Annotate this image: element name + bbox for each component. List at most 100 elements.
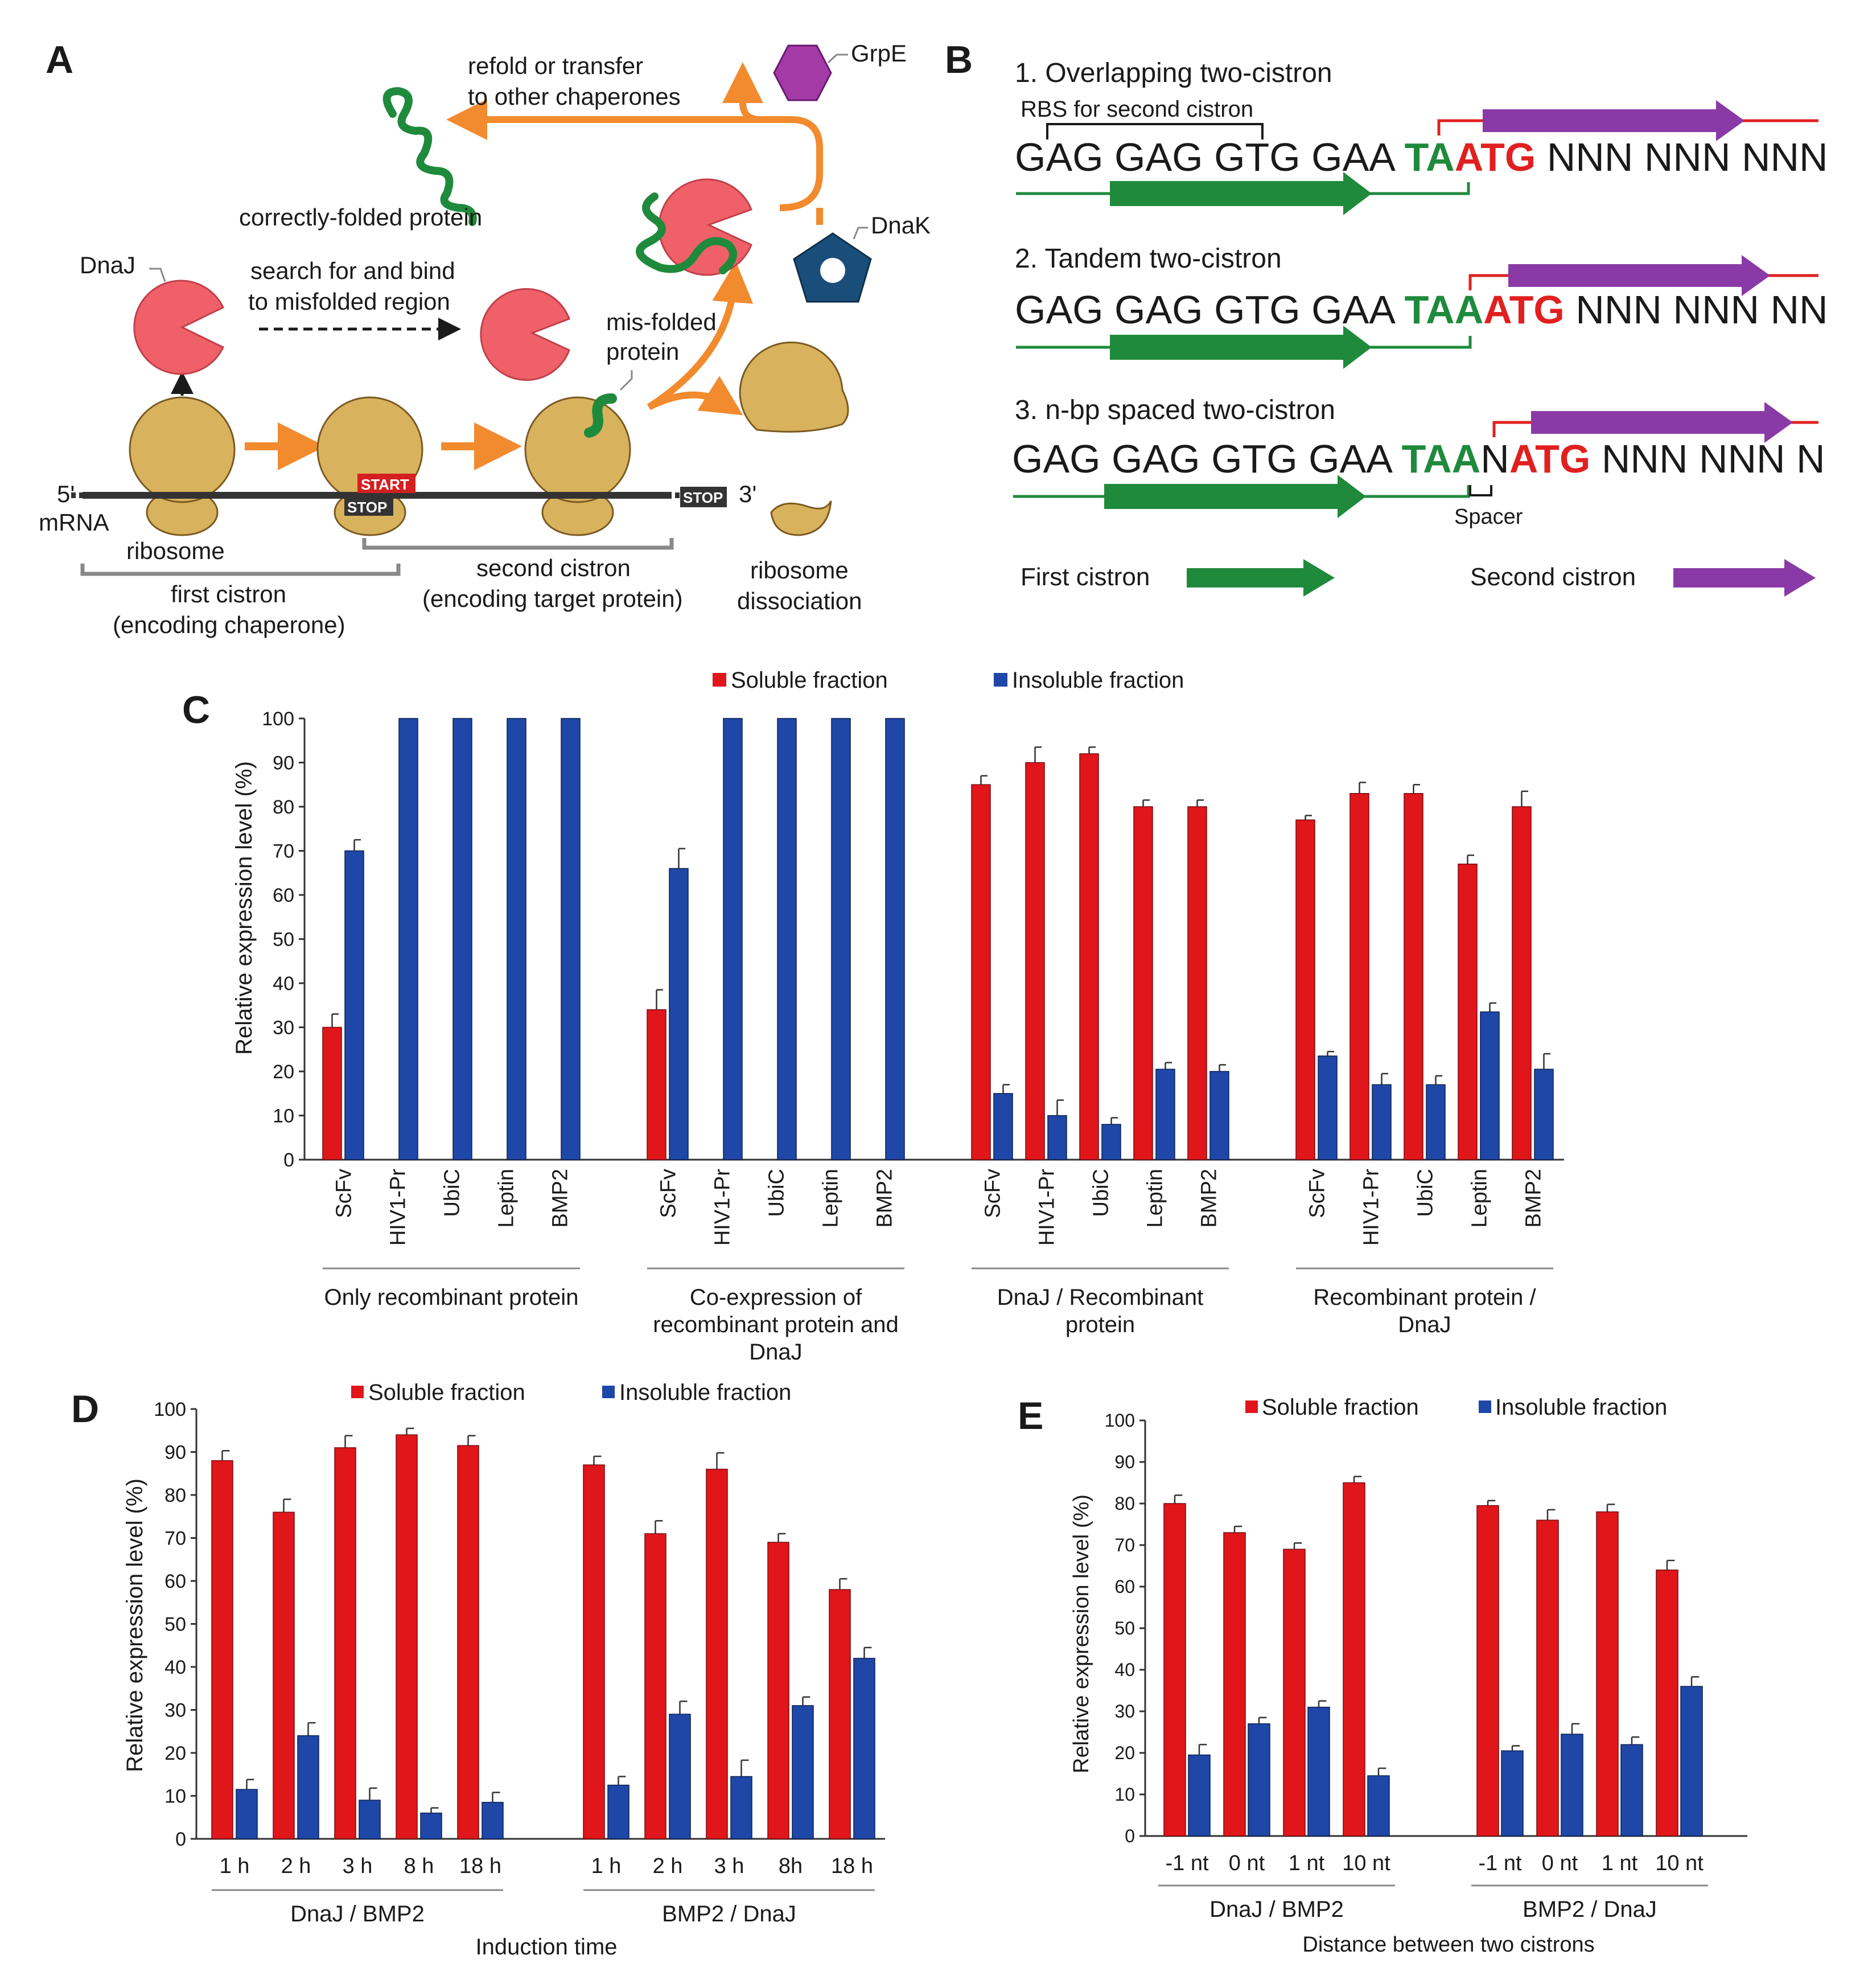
b-seq2-green: TAA [1405, 287, 1484, 332]
y-tick-label: 30 [1114, 1701, 1135, 1722]
chart-c-plot: 0 10 20 30 40 50 60 70 80 90 100 ScFv HIV1-Pr UbiC Lep… [262, 708, 1564, 1365]
ribosome-2 [296, 396, 455, 536]
category-label: 0 nt [1229, 1851, 1265, 1875]
dissociation-label-2: dissociation [737, 588, 862, 614]
y-tick-label: 10 [1114, 1784, 1135, 1805]
panel-label-e: E [1018, 1394, 1043, 1437]
category-label: 1 nt [1289, 1851, 1325, 1875]
insoluble-bar [669, 868, 689, 1160]
insoluble-bar [297, 1735, 319, 1839]
insoluble-bar [831, 718, 851, 1160]
soluble-bar [1295, 819, 1315, 1160]
search-label-2: to misfolded region [248, 288, 450, 315]
panel-label-d: D [71, 1387, 99, 1431]
soluble-bar [1283, 1548, 1306, 1837]
b-rbs-bracket [1046, 123, 1264, 139]
misfolded-label: mis-folded [606, 309, 717, 335]
soluble-bar [1458, 864, 1478, 1160]
d-ylabel: Relative expression level (%) [122, 1478, 147, 1772]
b-heading-1: 1. Overlapping two-cistron [1015, 58, 1332, 88]
ribosome-label: ribosome [126, 537, 225, 564]
insoluble-bar [561, 718, 581, 1160]
soluble-bar [1536, 1519, 1559, 1837]
y-tick-label: 50 [164, 1613, 186, 1635]
stop-label-right: STOP [683, 489, 723, 506]
category-label: -1 nt [1165, 1851, 1208, 1875]
group-label: DnaJ / Recombinant [997, 1285, 1203, 1310]
insoluble-bar [236, 1789, 258, 1839]
ribosome-1 [83, 396, 296, 536]
b-seq2-first-arrow [1110, 326, 1372, 369]
insoluble-bar [1620, 1744, 1643, 1837]
b-seq3-red: ATG [1509, 437, 1591, 481]
e-xlabel: Distance between two cistrons [1302, 1933, 1594, 1957]
stop-box-right [680, 487, 727, 507]
y-tick-label: 30 [273, 1017, 294, 1038]
b-seq3-n: N [1480, 437, 1509, 481]
dnaj-leader-line [149, 268, 166, 282]
category-label: 8 h [404, 1854, 434, 1878]
y-tick-label: 20 [164, 1743, 186, 1764]
b-first-cistron-legend-arrow [1187, 559, 1335, 597]
y-tick-label: 50 [273, 929, 294, 950]
insoluble-bar [1561, 1734, 1583, 1837]
three-prime-label: 3' [739, 480, 756, 507]
insoluble-bar [1426, 1084, 1446, 1160]
dissociated-ribosome [739, 342, 849, 536]
panel-d: D Soluble fraction Insoluble fraction Re… [71, 1380, 885, 1960]
b-seq3-black: GAG GAG GTG GAA [1012, 437, 1402, 481]
c-legend-insoluble: Insoluble fraction [1012, 668, 1184, 693]
second-cistron-label: second cistron [476, 554, 631, 581]
b-rbs-label: RBS for second cistron [1021, 97, 1253, 122]
insoluble-bar [1367, 1775, 1390, 1837]
b-spacer-label: Spacer [1454, 505, 1523, 529]
b-seq1-black: GAG GAG GTG GAA [1015, 135, 1405, 179]
b-seq1-first-arrow [1110, 172, 1372, 215]
panel-label-b: B [945, 38, 973, 81]
category-label: 0 nt [1542, 1851, 1578, 1875]
soluble-bar [1512, 806, 1532, 1160]
insoluble-bar [853, 1658, 875, 1839]
y-tick-label: 40 [273, 973, 294, 995]
insoluble-bar [398, 718, 418, 1160]
panel-e: E Soluble fraction Insoluble fraction Re… [1018, 1394, 1747, 1957]
grpe-hexagon [773, 44, 832, 101]
y-tick-label: 20 [273, 1061, 294, 1083]
insoluble-bar [1534, 1069, 1554, 1160]
insoluble-bar [607, 1784, 629, 1839]
category-label: 2 h [281, 1854, 311, 1878]
b-second-cistron-legend-arrow [1673, 559, 1816, 597]
refold-label-2: to other chaperones [468, 83, 681, 110]
b-seq1-red: ATG [1455, 135, 1536, 179]
chart-e-plot: 0 10 20 30 40 50 60 70 80 90 100 -1 nt 0 nt 1 nt 10 nt… [1105, 1410, 1747, 1922]
b-seq2-second-arrow [1508, 255, 1770, 296]
category-label: HIV1-Pr [1035, 1169, 1059, 1246]
soluble-bar [1476, 1505, 1499, 1837]
group-label: protein [1065, 1312, 1135, 1337]
soluble-bar [334, 1447, 356, 1839]
soluble-bar [211, 1460, 233, 1839]
dnak-leader [853, 227, 868, 240]
insoluble-bar [1047, 1115, 1067, 1160]
y-tick-label: 100 [1105, 1410, 1135, 1431]
d-xlabel: Induction time [475, 1934, 617, 1960]
soluble-bar [273, 1511, 295, 1839]
b-sequence-1: GAG GAG GTG GAA TAATG NNN NNN NNN [1015, 135, 1828, 179]
d-legend-soluble: Soluble fraction [368, 1380, 525, 1405]
c-legend-soluble: Soluble fraction [731, 668, 888, 693]
y-tick-label: 40 [164, 1657, 186, 1678]
b-seq3-first-arrow [1104, 475, 1366, 518]
y-tick-label: 0 [1125, 1826, 1135, 1846]
soluble-bar [396, 1434, 418, 1839]
first-cistron-label: first cistron [171, 581, 286, 607]
insoluble-bar [344, 850, 364, 1160]
insoluble-bar [730, 1776, 752, 1839]
soluble-bar [1223, 1532, 1246, 1837]
group-label: DnaJ / BMP2 [290, 1901, 425, 1927]
group-label: Co-expression of [690, 1285, 862, 1310]
b-seq3-tail: NNN NNN N [1590, 437, 1825, 481]
panel-a: A 5' mRNA 3' STOP ribosome START STO [39, 38, 931, 638]
b-sequence-2: GAG GAG GTG GAA TAAATG NNN NNN NN [1015, 287, 1828, 332]
insoluble-bar [723, 718, 743, 1160]
